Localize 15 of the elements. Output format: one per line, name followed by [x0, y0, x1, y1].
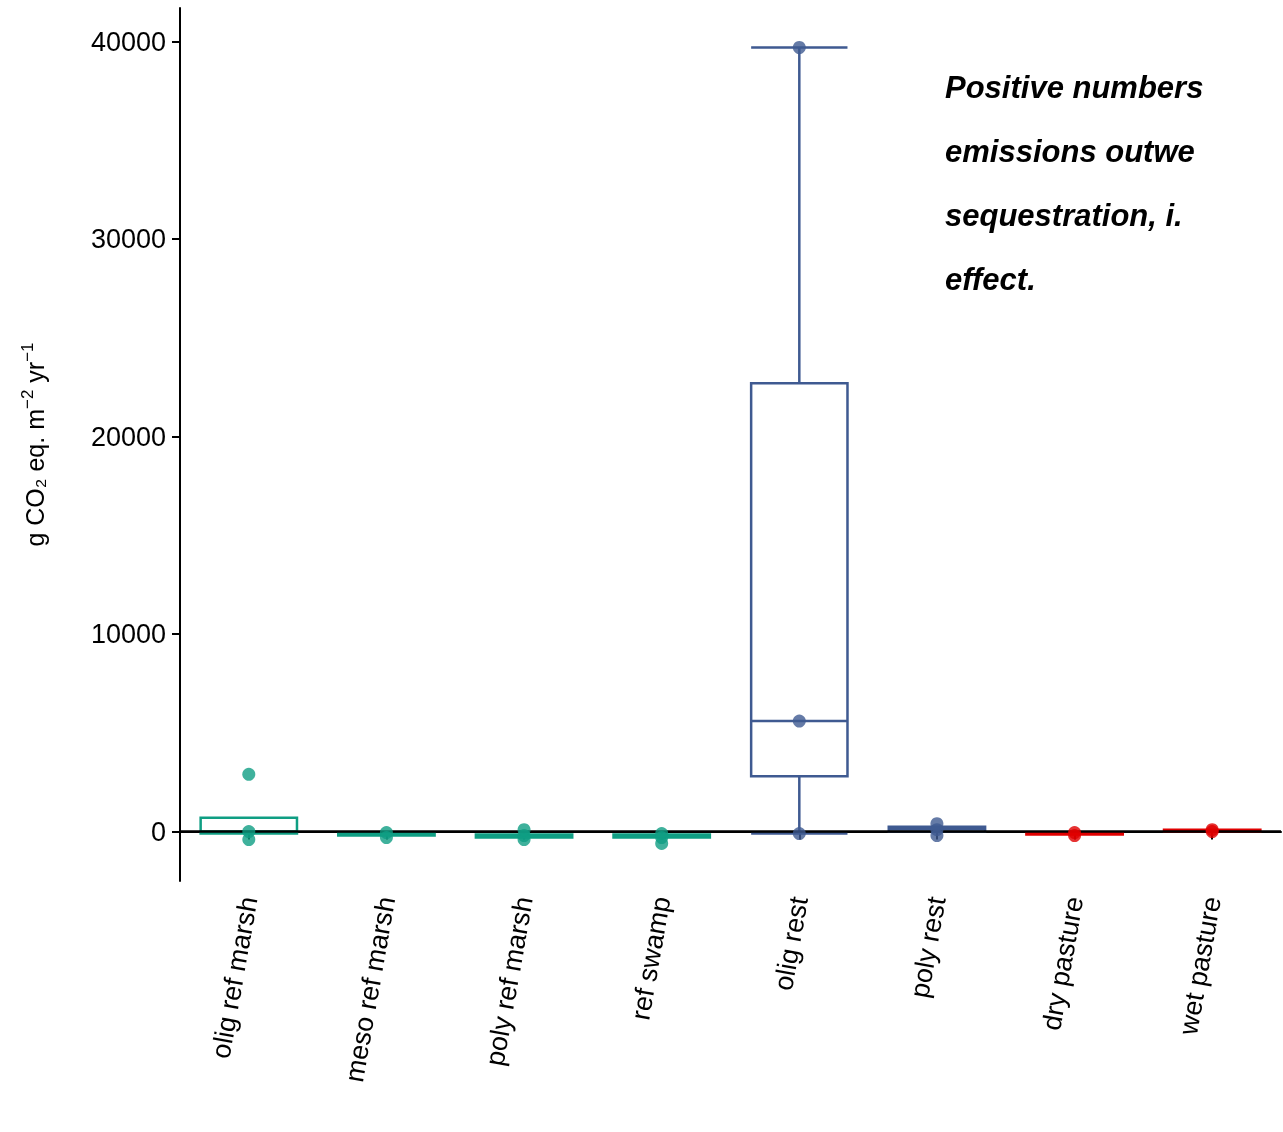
x-tick-label: ref swamp [625, 894, 677, 1023]
x-tick-label: poly rest [904, 893, 952, 1001]
y-tick-label: 0 [150, 816, 166, 847]
y-axis-title: g CO₂ eq. m−2 yr−1 [18, 342, 49, 547]
annotation: Positive numbers emissions outwe sequestration, i. effect. [945, 69, 1204, 297]
y-tick-label: 10000 [90, 619, 166, 650]
y-tick-label: 40000 [90, 26, 166, 57]
y-tick-label: 20000 [90, 421, 166, 452]
y-tick-label: 30000 [90, 224, 166, 255]
x-tick-label: meso ref marsh [339, 894, 402, 1085]
x-tick-label: wet pasture [1172, 894, 1227, 1039]
x-tick-label: poly ref marsh [479, 894, 539, 1069]
x-tick-label: olig rest [768, 893, 815, 993]
x-tick-label: dry pasture [1036, 894, 1090, 1033]
x-tick-label: olig ref marsh [205, 894, 264, 1061]
